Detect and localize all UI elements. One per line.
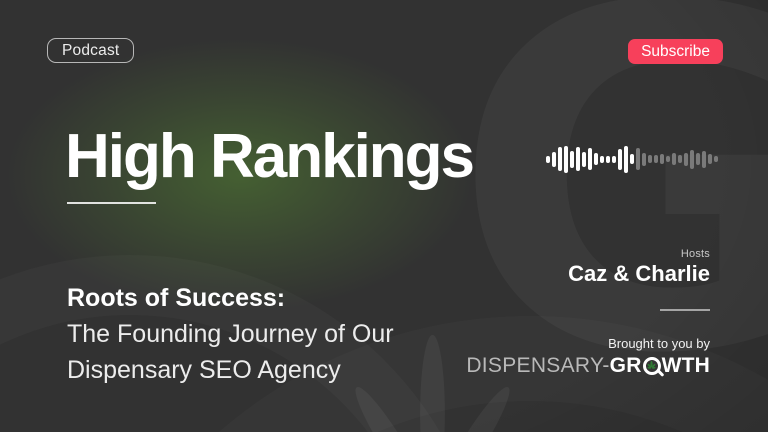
waveform-bar <box>690 149 694 169</box>
waveform-bar <box>708 154 712 164</box>
waveform-bar <box>702 150 706 168</box>
waveform-bar <box>588 148 592 170</box>
waveform-bar <box>552 151 556 167</box>
waveform-bar <box>630 154 634 164</box>
waveform-bar <box>642 152 646 166</box>
show-title: High Rankings <box>65 122 475 191</box>
brand-wth: WTH <box>661 354 710 377</box>
waveform-bar <box>684 152 688 166</box>
waveform-bar <box>594 153 598 165</box>
waveform-bar <box>654 155 658 163</box>
waveform-bar <box>666 156 670 162</box>
hosts-label: Hosts <box>680 248 710 260</box>
waveform-bar <box>558 147 562 171</box>
title-underline <box>67 202 156 204</box>
subscribe-button[interactable]: Subscribe <box>628 39 723 64</box>
waveform-bar <box>606 155 610 163</box>
waveform-bar <box>612 155 616 163</box>
episode-subtitle-line2: Dispensary SEO Agency <box>67 356 341 384</box>
podcast-badge: Podcast <box>47 38 135 63</box>
hosts-names: Caz & Charlie <box>568 261 710 286</box>
waveform-bar <box>618 148 622 170</box>
sponsor-block: Brought to you by DISPENSARY- GR WTH <box>466 336 710 377</box>
waveform-bar <box>660 154 664 164</box>
waveform-bar <box>678 155 682 163</box>
waveform-bar <box>648 155 652 163</box>
episode-kicker: Roots of Success: <box>67 284 286 312</box>
waveform-bar <box>570 150 574 168</box>
waveform-bar <box>576 147 580 171</box>
episode-title-block: Roots of Success: The Founding Journey o… <box>67 280 394 388</box>
leaf-icon <box>647 360 656 369</box>
waveform-bar <box>582 151 586 167</box>
waveform <box>546 143 726 175</box>
episode-subtitle-line1: The Founding Journey of Our <box>67 320 394 348</box>
waveform-bar <box>714 156 718 162</box>
waveform-bar <box>672 153 676 165</box>
magnifier-o-icon <box>642 356 664 377</box>
waveform-bar <box>624 145 628 173</box>
sponsor-label: Brought to you by <box>608 336 710 351</box>
waveform-bar <box>696 153 700 165</box>
waveform-bar <box>564 145 568 173</box>
waveform-bar <box>636 148 640 170</box>
brand-prefix: DISPENSARY- <box>466 354 610 377</box>
waveform-bar <box>600 155 604 163</box>
dispensary-growth-logo: DISPENSARY- GR WTH <box>466 354 710 377</box>
hosts-block: Hosts Caz & Charlie <box>568 248 710 286</box>
hosts-divider <box>660 309 710 311</box>
waveform-bar <box>546 155 550 163</box>
brand-gr: GR <box>609 354 642 377</box>
